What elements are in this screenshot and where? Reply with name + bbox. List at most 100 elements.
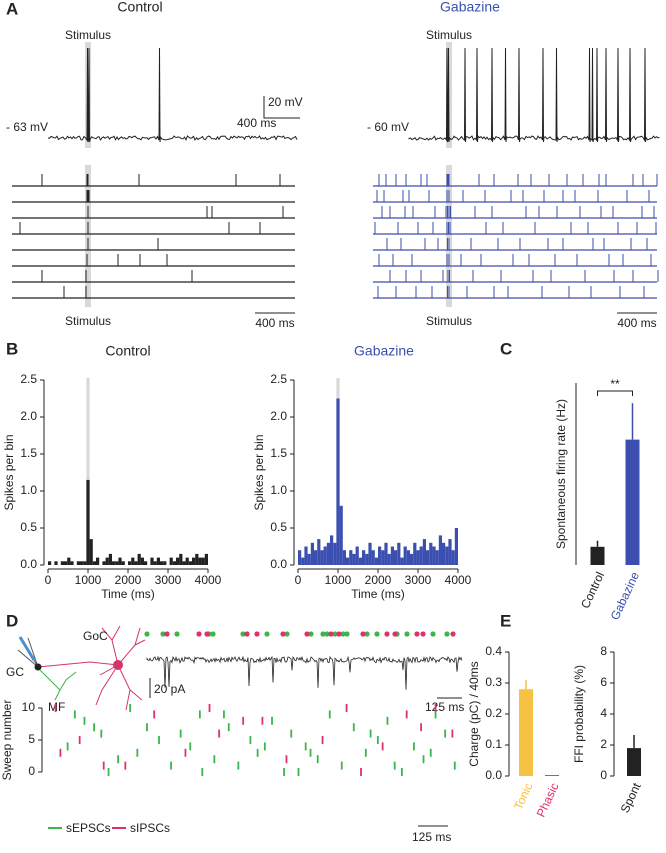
x-tick-label: 4000 — [445, 573, 472, 587]
hist-bar — [112, 561, 116, 565]
stimulus-label: Stimulus — [65, 314, 111, 328]
y-tick-label: 0 — [600, 768, 607, 782]
scale-bar — [263, 96, 300, 119]
hist-bar — [336, 398, 340, 565]
significance: ** — [610, 377, 620, 391]
hist-bar — [185, 557, 189, 565]
hist-bar — [60, 561, 64, 565]
hist-bar — [137, 553, 141, 565]
condition-title: Control — [117, 0, 162, 15]
bar — [625, 439, 640, 565]
hist-bar — [182, 561, 186, 565]
hist-bar — [86, 479, 90, 565]
y-tick-label: 4 — [600, 706, 607, 720]
scale-label: 20 pA — [154, 682, 185, 696]
hist-bar — [96, 557, 100, 565]
y-tick-label: 1.5 — [270, 446, 287, 460]
y-axis-label: Spikes per bin — [2, 434, 16, 510]
event-dot — [204, 631, 210, 637]
hist-bar — [298, 550, 302, 565]
event-dot — [144, 631, 150, 637]
event-dot — [450, 631, 456, 637]
hist-bar — [201, 557, 205, 565]
cell-label: MF — [48, 700, 65, 714]
hist-bar — [176, 557, 180, 565]
hist-bar — [378, 546, 382, 565]
stimulus-label: Stimulus — [426, 28, 472, 42]
hist-bar — [92, 561, 96, 565]
y-axis-label: Spikes per bin — [252, 434, 266, 510]
hist-bar — [134, 561, 138, 565]
cell-label: GC — [6, 665, 24, 679]
hist-bar — [160, 561, 164, 565]
bar — [519, 689, 533, 776]
scale-label: 400 ms — [255, 316, 294, 330]
hist-bar — [48, 561, 52, 565]
x-tick-label: 2000 — [115, 573, 142, 587]
y-axis-label: FFI probability (%) — [572, 665, 586, 763]
voltage-trace — [408, 47, 660, 143]
event-dot — [210, 631, 216, 637]
hist-bar — [362, 550, 366, 565]
hist-bar — [422, 539, 426, 565]
y-axis-label: Spontaneous firing rate (Hz) — [554, 399, 568, 549]
event-dot — [332, 631, 338, 637]
hist-bar — [172, 561, 176, 565]
hist-bar — [374, 557, 378, 565]
y-axis-label: Charge (pC) / 40ms — [467, 661, 481, 766]
panel-label: D — [6, 611, 18, 630]
hist-bar — [314, 550, 318, 565]
y-tick-label: 0.5 — [270, 520, 287, 534]
hist-bar — [188, 561, 192, 565]
x-tick-label: 2000 — [365, 573, 392, 587]
event-dot — [364, 631, 370, 637]
hist-bar — [381, 550, 385, 565]
y-tick-label: 2.5 — [20, 372, 37, 386]
hist-bar — [326, 542, 330, 565]
scale-label: 125 ms — [425, 700, 464, 714]
y-tick-label: 1.5 — [20, 446, 37, 460]
y-tick-label: 0.5 — [20, 520, 37, 534]
hist-bar — [301, 557, 305, 565]
hist-bar — [429, 542, 433, 565]
hist-bar — [163, 561, 167, 565]
x-tick-label: 0 — [295, 573, 302, 587]
event-dot — [340, 631, 346, 637]
hist-bar — [204, 553, 208, 565]
stimulus-window — [86, 378, 90, 565]
y-tick-label: 0.0 — [485, 768, 502, 782]
hist-bar — [330, 535, 334, 565]
y-tick-label: 0.0 — [20, 557, 37, 571]
hist-bar — [342, 550, 346, 565]
category-label: Phasic — [534, 781, 562, 820]
voltage-trace — [47, 47, 298, 143]
rest-potential: - 60 mV — [367, 120, 409, 134]
x-axis-label: Time (ms) — [351, 587, 405, 601]
hist-bar — [406, 550, 410, 565]
hist-bar — [115, 561, 119, 565]
hist-bar — [445, 546, 449, 565]
hist-bar — [403, 546, 407, 565]
hist-bar — [390, 546, 394, 565]
event-dot — [244, 631, 250, 637]
hist-bar — [307, 553, 311, 565]
event-dot — [174, 631, 180, 637]
event-dot — [284, 631, 290, 637]
event-dot — [414, 631, 420, 637]
hist-bar — [355, 546, 359, 565]
chart-title: Gabazine — [354, 343, 414, 359]
hist-bar — [310, 542, 314, 565]
hist-bar — [317, 539, 321, 565]
y-tick-label: 0.2 — [485, 706, 502, 720]
goc-soma — [113, 660, 123, 670]
hist-bar — [384, 542, 388, 565]
x-tick-label: 1000 — [325, 573, 352, 587]
x-axis-label: Time (ms) — [101, 587, 155, 601]
hist-bar — [140, 557, 144, 565]
y-tick-label: 0.0 — [270, 557, 287, 571]
scale-label: 400 ms — [617, 316, 656, 330]
x-tick-label: 4000 — [195, 573, 222, 587]
hist-bar — [320, 550, 324, 565]
y-tick-label: 6 — [600, 675, 607, 689]
event-dot — [264, 631, 270, 637]
